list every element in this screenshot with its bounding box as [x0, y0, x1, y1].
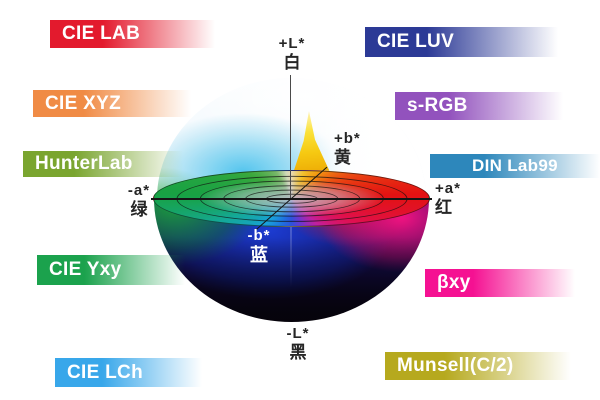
axis-label-plus-b: +b* 黄: [334, 130, 378, 167]
badge-munsell: Munsell(C/2): [385, 352, 571, 380]
axis-label-minus-l: -L* 黑: [268, 325, 328, 362]
axis-symbol: +a*: [435, 180, 461, 197]
axis-label-plus-l: +L* 白: [262, 35, 322, 72]
axis-zh: 红: [435, 197, 452, 217]
axis-zh: 黑: [289, 342, 307, 362]
badge-cie-luv: CIE LUV: [365, 27, 558, 57]
axis-symbol: -b*: [247, 227, 271, 244]
badge-cie-yxy: CIE Yxy: [37, 255, 185, 285]
badge-din-lab99: DIN Lab99: [430, 154, 600, 178]
axis-label-minus-a: -a* 绿: [118, 182, 160, 219]
badge-s-rgb: s-RGB: [395, 92, 563, 120]
lab-color-sphere: [151, 75, 432, 325]
axis-label-plus-a: +a* 红: [435, 180, 479, 217]
badge-bxy: βxy: [425, 269, 575, 297]
axis-symbol: -L*: [286, 325, 310, 342]
axis-symbol: +L*: [278, 35, 306, 52]
axis-zh: 绿: [130, 199, 148, 219]
axis-zh: 蓝: [250, 244, 268, 265]
lightness-axis-line: [290, 75, 291, 199]
hemisphere-seam: [290, 225, 292, 287]
axis-symbol: +b*: [334, 130, 361, 147]
badge-cie-xyz: CIE XYZ: [33, 90, 191, 117]
badge-cie-lch: CIE LCh: [55, 358, 202, 387]
axis-label-minus-b: -b* 蓝: [236, 227, 282, 265]
axis-zh: 黄: [334, 147, 351, 167]
badge-cie-lab: CIE LAB: [50, 20, 215, 48]
axis-symbol: -a*: [127, 182, 151, 199]
axis-zh: 白: [283, 52, 301, 72]
badge-hunterlab: HunterLab: [23, 151, 183, 177]
